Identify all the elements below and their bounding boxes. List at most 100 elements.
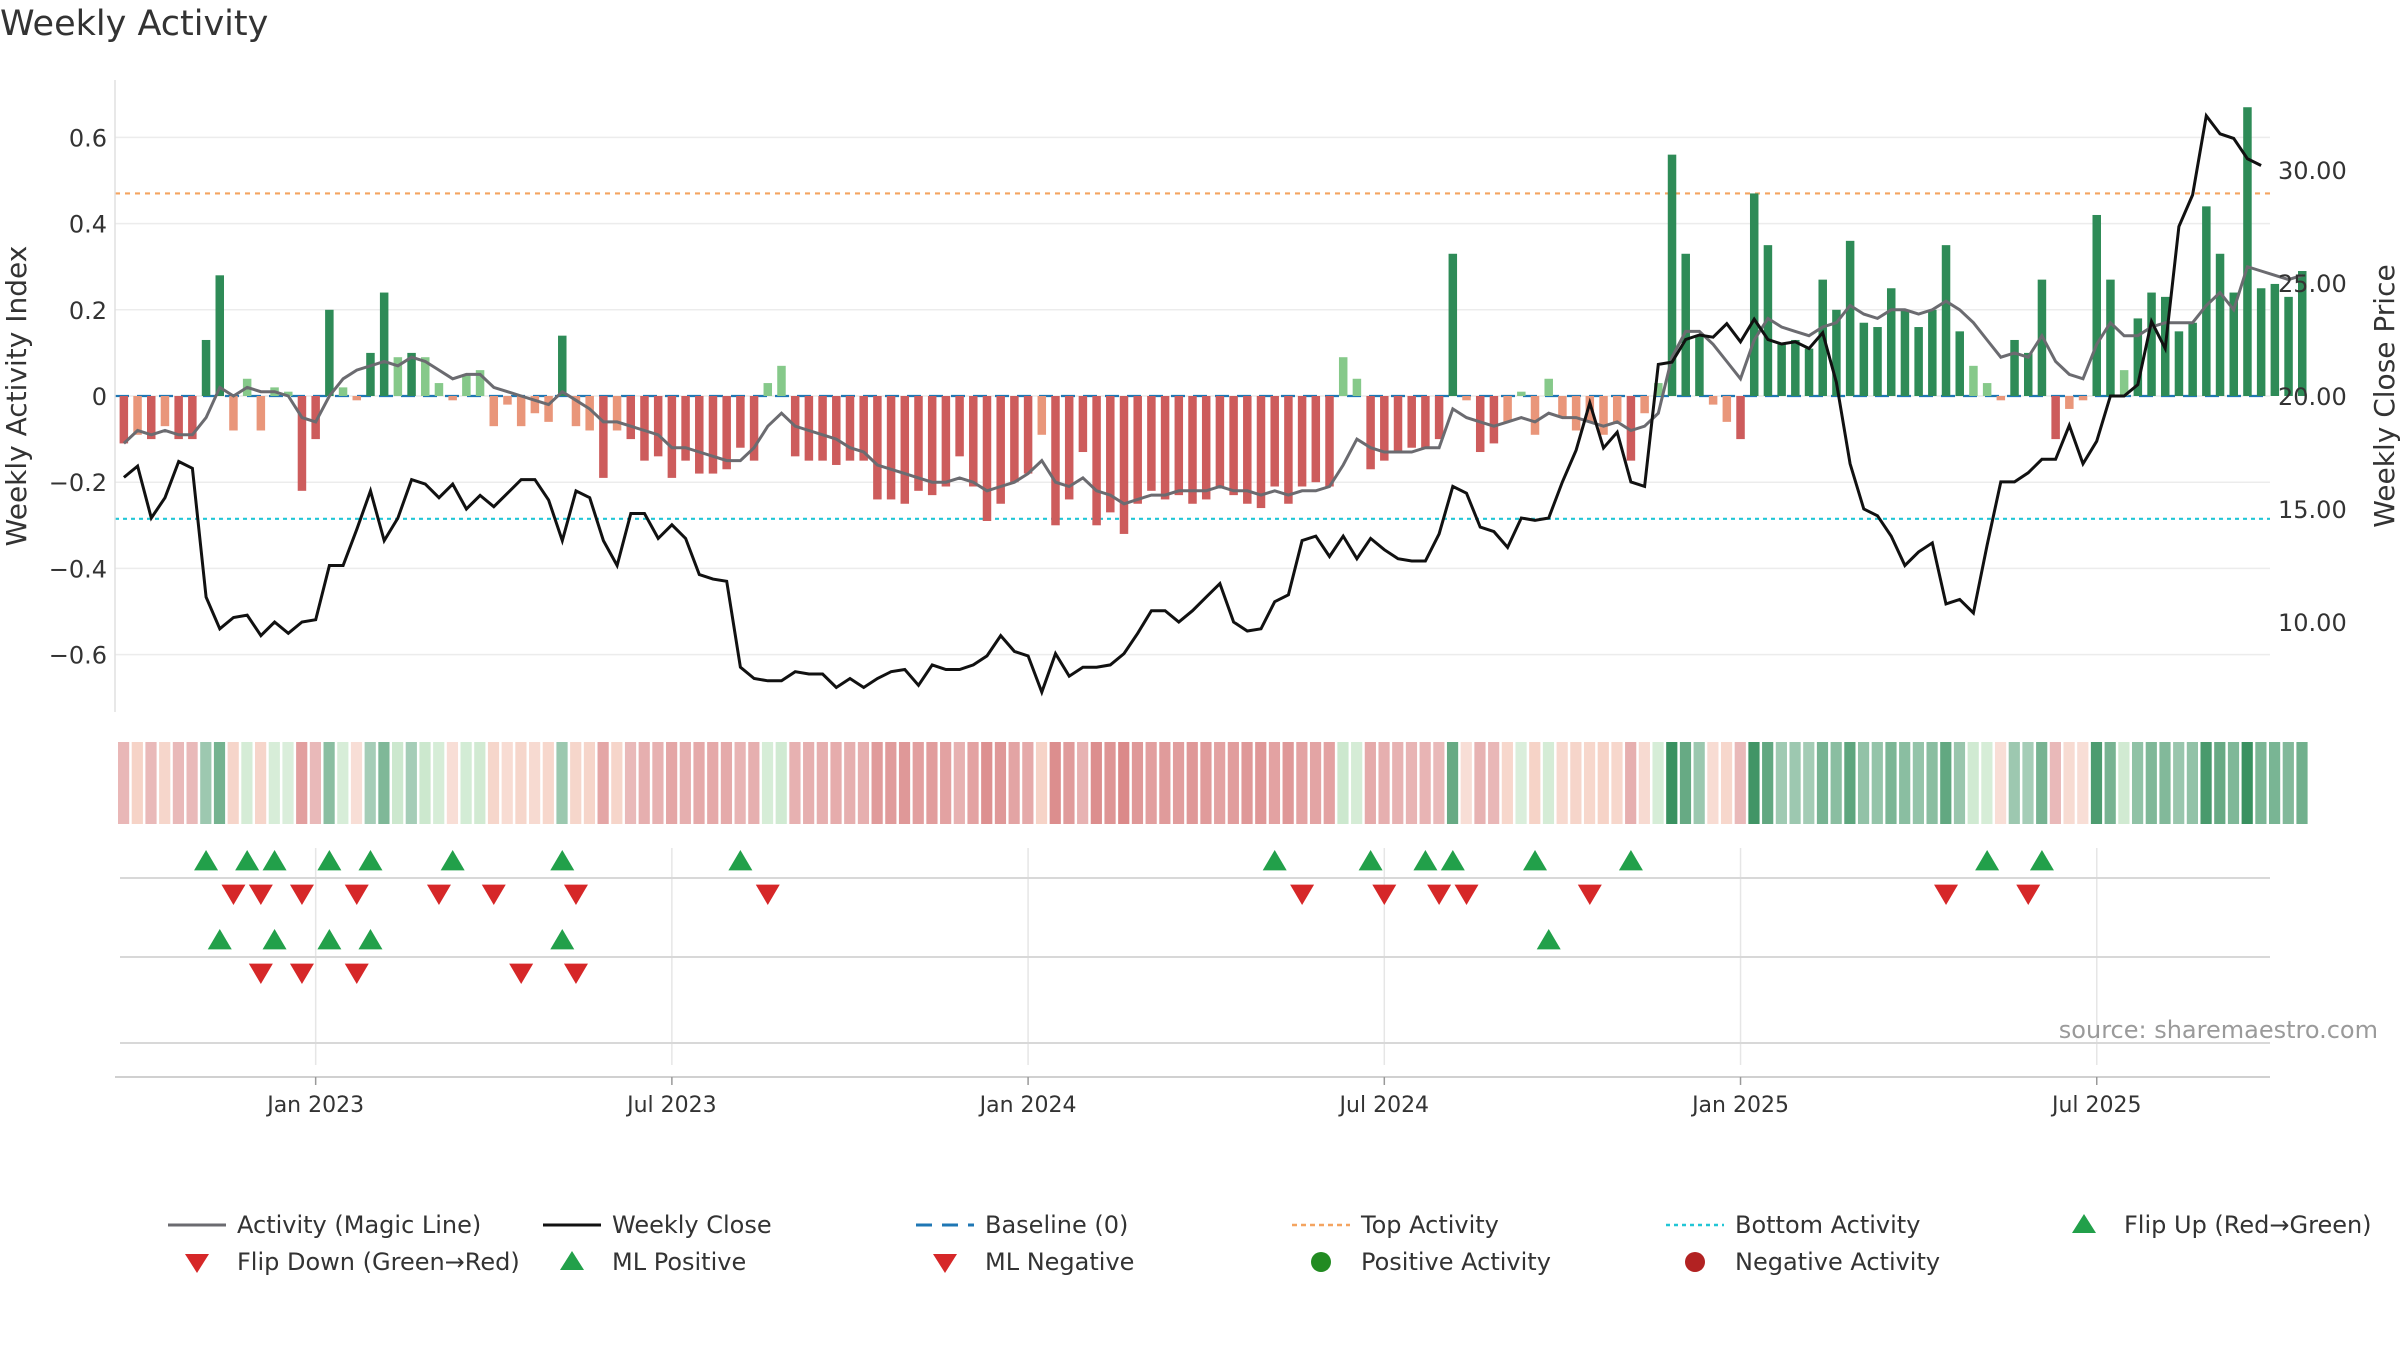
activity-bar (174, 396, 183, 440)
activity-bar (119, 396, 129, 444)
y-axis-label: Weekly Activity Index (0, 246, 33, 547)
flip-up-marker (1618, 850, 1643, 871)
flip-up-marker (1358, 850, 1383, 871)
heatstrip-cell (2104, 742, 2116, 824)
activity-bar (201, 339, 211, 396)
activity-bar (2202, 206, 2211, 396)
heatstrip-cell (898, 742, 911, 824)
heatstrip-cell (885, 742, 897, 824)
heatstrip-cell (405, 742, 417, 824)
flip-down-marker (1577, 884, 1602, 905)
activity-bar (1722, 396, 1732, 422)
legend-label: Baseline (0) (985, 1211, 1128, 1239)
activity-bar (462, 374, 471, 396)
heatstrip-cell (844, 742, 856, 824)
flip-up-marker (1523, 850, 1548, 871)
heatstrip-cell (2036, 742, 2048, 824)
activity-bar (1530, 396, 1540, 435)
legend-swatch-positive (1311, 1252, 1331, 1272)
activity-bar (571, 396, 581, 427)
heatstrip-cell (1446, 742, 1459, 824)
activity-bar (2215, 253, 2225, 396)
y2-tick-label: 20.00 (2278, 383, 2347, 411)
activity-bar (1804, 348, 1814, 396)
signal-rows (120, 850, 2270, 1044)
activity-bar (626, 396, 636, 440)
legend-swatch-up (560, 1251, 584, 1270)
heatstrip-cell (857, 742, 870, 824)
activity-bar (2256, 288, 2266, 396)
activity-bar (1338, 357, 1348, 396)
heatstrip-cell (227, 742, 239, 824)
activity-bar (1832, 309, 1841, 396)
heatstrip-cell (1227, 742, 1239, 824)
heatstrip-cell (1611, 742, 1623, 824)
y2-tick-label: 15.00 (2278, 496, 2347, 524)
activity-bar (2298, 271, 2307, 396)
heatstrip-cell (2049, 742, 2061, 824)
activity-bar (1475, 396, 1485, 453)
axes: 0.6 0.4 0.2 0 −0.2 −0.4 −0.6 30.00 25.00 20.00 15.… (0, 80, 2400, 712)
heatstrip-cell (2241, 742, 2253, 824)
activity-bar (311, 396, 320, 440)
heatstrip-cell (392, 742, 404, 824)
flip-up-marker (550, 850, 575, 871)
heatstrip-cell (2255, 742, 2267, 824)
heatstrip-cell (241, 742, 253, 824)
activity-bar (421, 357, 430, 396)
flip-down-marker (426, 884, 451, 905)
heatstrip-cell (1022, 742, 1034, 824)
heatstrip-cell (1090, 742, 1102, 824)
activity-bar (599, 396, 608, 478)
activity-bar (1859, 322, 1869, 396)
activity-bar (1393, 396, 1403, 453)
activity-bar (188, 396, 197, 440)
activity-bar (2078, 396, 2088, 401)
activity-bar (379, 292, 389, 396)
activity-bar (284, 391, 293, 396)
activity-bar (640, 396, 649, 461)
heatstrip-cell (1077, 742, 1089, 824)
heatstrip-cell (2200, 742, 2212, 824)
y-tick-label: −0.4 (49, 555, 107, 583)
heatstrip-cell (131, 742, 143, 824)
flip-up-marker (1262, 850, 1287, 871)
heatstrip-cell (2063, 742, 2075, 824)
activity-bar (1092, 396, 1101, 526)
activity-bar (1188, 396, 1197, 504)
activity-bar (941, 396, 951, 487)
activity-bar (1695, 335, 1704, 396)
heatstrip-cell (1529, 742, 1541, 824)
heatstrip-cell (1762, 742, 1774, 824)
heatstrip-cell (1241, 742, 1253, 824)
heatstrip-cell (1720, 742, 1733, 824)
activity-bar (2284, 296, 2293, 396)
activity-bar (2119, 370, 2129, 396)
activity-bar (1078, 396, 1088, 453)
activity-bar (1517, 391, 1526, 396)
heatstrip-cell (1104, 742, 1116, 824)
heatstrip-cell (1953, 742, 1966, 824)
activity-bar (503, 396, 512, 405)
reference-lines (115, 192, 2270, 520)
activity-bar (297, 396, 307, 491)
activity-bar (927, 396, 937, 496)
legend-label: Flip Up (Red→Green) (2124, 1211, 2372, 1239)
activity-bar (2133, 318, 2143, 396)
ml-positive-marker (207, 929, 232, 950)
flip-up-marker (1413, 850, 1438, 871)
heatstrip-cell (1844, 742, 1856, 824)
heatstrip-cell (981, 742, 993, 824)
activity-bar (338, 387, 348, 396)
y-tick-label: 0.2 (69, 297, 107, 325)
activity-heatstrip (118, 742, 2308, 824)
activity-bar (722, 396, 731, 470)
heatstrip-cell (1337, 742, 1349, 824)
activity-bar (1996, 396, 2006, 401)
activity-bar (708, 396, 718, 474)
activity-bar (256, 396, 266, 431)
heatstrip-cell (994, 742, 1007, 824)
heatstrip-cell (1789, 742, 1801, 824)
activity-bar (1900, 309, 1910, 396)
legend-label: Activity (Magic Line) (237, 1211, 481, 1239)
